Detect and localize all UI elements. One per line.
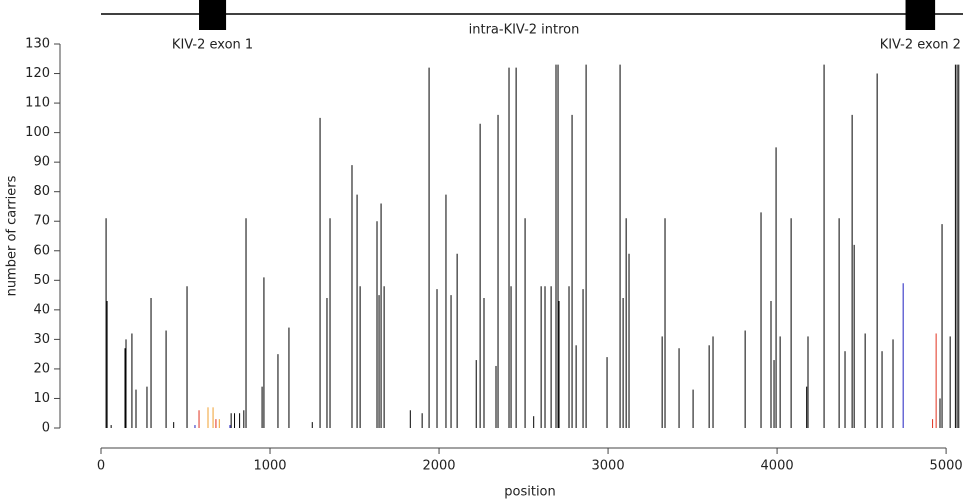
x-tick-label: 3000	[592, 459, 625, 474]
y-tick-label: 40	[33, 302, 50, 317]
y-tick-label: 90	[33, 155, 50, 170]
y-tick-label: 120	[25, 66, 50, 81]
y-tick-label: 30	[33, 332, 50, 347]
y-axis-label: number of carriers	[5, 175, 20, 296]
y-tick-label: 0	[42, 421, 50, 436]
x-tick-label: 1000	[253, 459, 286, 474]
x-tick-label: 4000	[761, 459, 794, 474]
x-tick-label: 2000	[422, 459, 455, 474]
exon-label: KIV-2 exon 1	[172, 38, 253, 53]
y-tick-label: 70	[33, 214, 50, 229]
y-tick-label: 50	[33, 273, 50, 288]
y-tick-label: 100	[25, 125, 50, 140]
exon-box	[905, 0, 936, 30]
y-tick-label: 130	[25, 37, 50, 52]
x-axis-label: position	[504, 485, 556, 500]
y-tick-label: 110	[25, 96, 50, 111]
x-tick-label: 5000	[930, 459, 963, 474]
exon-label: KIV-2 exon 2	[880, 38, 961, 53]
exon-box	[199, 0, 227, 30]
y-tick-label: 20	[33, 361, 50, 376]
intron-label: intra-KIV-2 intron	[469, 23, 580, 38]
x-tick-label: 0	[97, 459, 105, 474]
y-tick-label: 80	[33, 184, 50, 199]
y-tick-label: 10	[33, 391, 50, 406]
y-tick-label: 60	[33, 243, 50, 258]
